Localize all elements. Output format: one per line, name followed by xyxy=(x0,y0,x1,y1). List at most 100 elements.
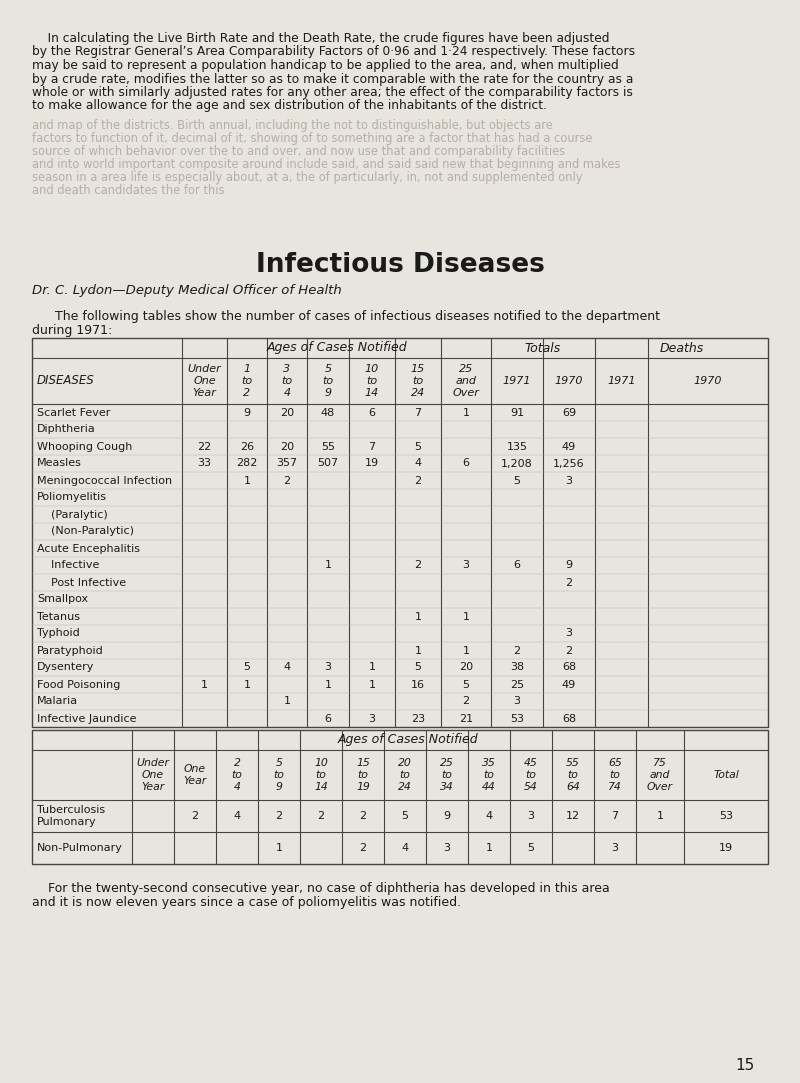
Text: 2: 2 xyxy=(566,645,573,655)
Text: Infectious Diseases: Infectious Diseases xyxy=(255,252,545,278)
Text: 2: 2 xyxy=(414,561,422,571)
Text: 2: 2 xyxy=(191,811,198,821)
Text: Typhoid: Typhoid xyxy=(37,628,80,639)
Text: 5
to
9: 5 to 9 xyxy=(322,364,334,397)
Text: 20
to
24: 20 to 24 xyxy=(398,758,412,792)
Text: In calculating the Live Birth Rate and the Death Rate, the crude figures have be: In calculating the Live Birth Rate and t… xyxy=(32,32,610,45)
Text: 3
to
4: 3 to 4 xyxy=(282,364,293,397)
Text: 38: 38 xyxy=(510,663,524,673)
Text: 4: 4 xyxy=(402,843,409,853)
Text: 507: 507 xyxy=(318,458,338,469)
Text: Ages of Cases Notified: Ages of Cases Notified xyxy=(266,341,407,354)
Text: 75
and
Over: 75 and Over xyxy=(647,758,673,792)
Text: 49: 49 xyxy=(562,442,576,452)
Text: Tetanus: Tetanus xyxy=(37,612,80,622)
Text: 9: 9 xyxy=(443,811,450,821)
Text: For the twenty-second consecutive year, no case of diphtheria has developed in t: For the twenty-second consecutive year, … xyxy=(32,882,610,895)
Text: 2: 2 xyxy=(414,475,422,485)
Text: 5: 5 xyxy=(462,679,470,690)
Text: 6: 6 xyxy=(325,714,331,723)
Text: DISEASES: DISEASES xyxy=(37,375,94,388)
Text: (Non-Paralytic): (Non-Paralytic) xyxy=(37,526,134,536)
Text: 16: 16 xyxy=(411,679,425,690)
Text: 1: 1 xyxy=(462,645,470,655)
Text: Tuberculosis
Pulmonary: Tuberculosis Pulmonary xyxy=(37,805,105,826)
Text: 45
to
54: 45 to 54 xyxy=(524,758,538,792)
Text: 1: 1 xyxy=(369,679,375,690)
Text: 25: 25 xyxy=(510,679,524,690)
Text: Poliomyelitis: Poliomyelitis xyxy=(37,493,107,503)
Text: (Paralytic): (Paralytic) xyxy=(37,509,108,520)
Text: Measles: Measles xyxy=(37,458,82,469)
Text: 1
to
2: 1 to 2 xyxy=(242,364,253,397)
Text: 1: 1 xyxy=(414,612,422,622)
Text: 282: 282 xyxy=(236,458,258,469)
Text: Ages of Cases Notified: Ages of Cases Notified xyxy=(338,733,478,746)
Text: 7: 7 xyxy=(611,811,618,821)
Text: 22: 22 xyxy=(198,442,212,452)
Text: 9: 9 xyxy=(243,407,250,418)
Text: 1: 1 xyxy=(283,696,290,706)
Text: 10
to
14: 10 to 14 xyxy=(365,364,379,397)
Text: 20: 20 xyxy=(459,663,473,673)
Text: 1971: 1971 xyxy=(607,376,636,386)
Text: 25
and
Over: 25 and Over xyxy=(453,364,479,397)
Text: and into world important composite around include said, and said said new that b: and into world important composite aroun… xyxy=(32,158,621,171)
Text: 4: 4 xyxy=(414,458,422,469)
Text: 1,256: 1,256 xyxy=(553,458,585,469)
Text: Meningococcal Infection: Meningococcal Infection xyxy=(37,475,172,485)
Text: 6: 6 xyxy=(514,561,521,571)
Text: Post Infective: Post Infective xyxy=(37,577,126,587)
Text: 15
to
19: 15 to 19 xyxy=(356,758,370,792)
Bar xyxy=(32,338,768,727)
Text: 7: 7 xyxy=(414,407,422,418)
Text: Smallpox: Smallpox xyxy=(37,595,88,604)
Bar xyxy=(32,730,768,864)
Text: 33: 33 xyxy=(198,458,211,469)
Text: Dysentery: Dysentery xyxy=(37,663,94,673)
Text: 49: 49 xyxy=(562,679,576,690)
Text: 3: 3 xyxy=(566,475,573,485)
Text: 19: 19 xyxy=(719,843,733,853)
Text: 2: 2 xyxy=(318,811,325,821)
Text: 21: 21 xyxy=(459,714,473,723)
Text: 4: 4 xyxy=(234,811,241,821)
Text: 2: 2 xyxy=(566,577,573,587)
Text: 68: 68 xyxy=(562,714,576,723)
Text: One
Year: One Year xyxy=(183,765,206,786)
Text: 1: 1 xyxy=(414,645,422,655)
Text: and death candidates the for this: and death candidates the for this xyxy=(32,184,225,197)
Text: 2: 2 xyxy=(275,811,282,821)
Text: 1970: 1970 xyxy=(694,376,722,386)
Text: 9: 9 xyxy=(566,561,573,571)
Text: 35
to
44: 35 to 44 xyxy=(482,758,496,792)
Text: 3: 3 xyxy=(443,843,450,853)
Text: Totals: Totals xyxy=(525,341,561,354)
Text: 3: 3 xyxy=(369,714,375,723)
Text: 1: 1 xyxy=(462,407,470,418)
Text: 2
to
4: 2 to 4 xyxy=(231,758,242,792)
Text: 23: 23 xyxy=(411,714,425,723)
Text: 1: 1 xyxy=(201,679,208,690)
Text: 5: 5 xyxy=(414,663,422,673)
Text: Food Poisoning: Food Poisoning xyxy=(37,679,120,690)
Text: 5: 5 xyxy=(414,442,422,452)
Text: 53: 53 xyxy=(510,714,524,723)
Text: 1: 1 xyxy=(657,811,663,821)
Text: during 1971:: during 1971: xyxy=(32,324,112,337)
Text: 1: 1 xyxy=(243,475,250,485)
Text: 2: 2 xyxy=(359,843,366,853)
Text: 26: 26 xyxy=(240,442,254,452)
Text: to make allowance for the age and sex distribution of the inhabitants of the dis: to make allowance for the age and sex di… xyxy=(32,100,547,113)
Text: 1: 1 xyxy=(325,561,331,571)
Text: 2: 2 xyxy=(514,645,521,655)
Text: The following tables show the number of cases of infectious diseases notified to: The following tables show the number of … xyxy=(55,310,660,323)
Text: 1: 1 xyxy=(243,679,250,690)
Text: 5: 5 xyxy=(243,663,250,673)
Text: 20: 20 xyxy=(280,442,294,452)
Text: Whooping Cough: Whooping Cough xyxy=(37,442,132,452)
Text: whole or with similarly adjusted rates for any other area; the effect of the com: whole or with similarly adjusted rates f… xyxy=(32,86,633,99)
Text: 1971: 1971 xyxy=(502,376,531,386)
Text: Deaths: Deaths xyxy=(659,341,704,354)
Text: 2: 2 xyxy=(283,475,290,485)
